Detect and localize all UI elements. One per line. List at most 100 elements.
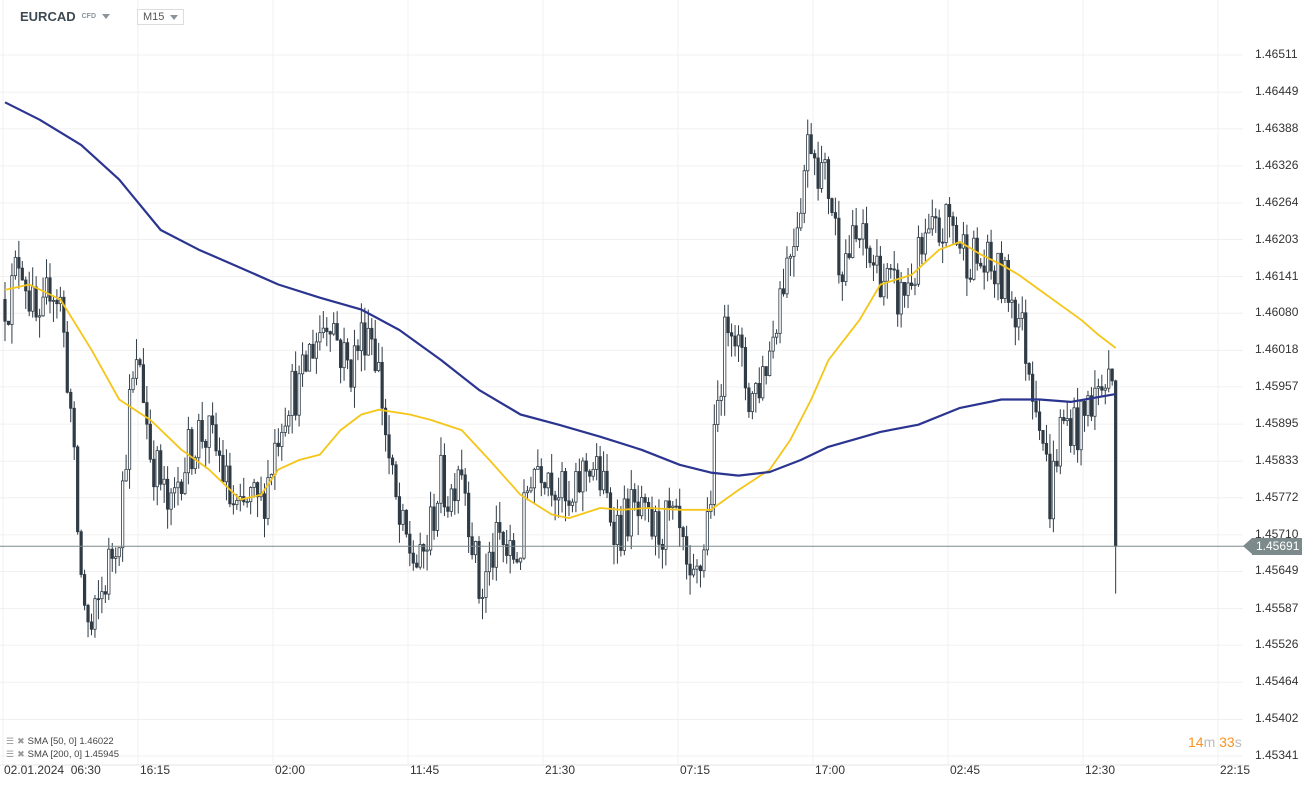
candle-down	[864, 223, 869, 249]
candle-down	[657, 511, 661, 545]
time-tick-label: 02:00	[275, 763, 306, 777]
candle-up	[377, 361, 381, 372]
candle-up	[640, 497, 644, 517]
candle-down	[138, 359, 142, 366]
candle-up	[1072, 407, 1076, 446]
candle-up	[861, 223, 865, 240]
symbol-selector[interactable]: EURCAD CFD	[20, 9, 111, 24]
candle-up	[712, 424, 716, 505]
price-tick-label: 1.45341	[1255, 748, 1299, 762]
candle-timer: 14m 33s	[1188, 734, 1242, 750]
candle-up	[121, 480, 125, 549]
candle-up	[197, 420, 201, 459]
candle-up	[622, 498, 626, 551]
candle-down	[1076, 407, 1080, 451]
candle-down	[397, 496, 402, 525]
indicator-legend: ☰ ✖ SMA [50, 0] 1.46022 ☰ ✖ SMA [200, 0]…	[6, 735, 119, 761]
price-tick-label: 1.45649	[1255, 563, 1299, 578]
candle-up	[1065, 418, 1069, 422]
candle-down	[328, 331, 332, 335]
price-tick-label: 1.46449	[1255, 84, 1299, 99]
candle-up	[664, 500, 668, 550]
candle-up	[107, 548, 111, 595]
candle-up	[435, 502, 440, 531]
candle-up	[778, 288, 782, 334]
candle-down	[1114, 380, 1118, 547]
settings-icon[interactable]: ☰	[6, 736, 15, 746]
candle-down	[563, 471, 568, 502]
price-tick-label: 1.45526	[1255, 637, 1299, 652]
price-tick-label: 1.46080	[1255, 305, 1299, 320]
candle-down	[920, 237, 924, 255]
candle-down	[65, 331, 69, 393]
candle-up	[1093, 387, 1097, 417]
candle-up	[1086, 395, 1090, 416]
candle-down	[892, 268, 896, 271]
candle-down	[453, 488, 457, 502]
candle-down	[415, 562, 419, 568]
candle-down	[304, 354, 308, 372]
candle-up	[546, 472, 550, 489]
time-tick-label: 12:30	[1085, 763, 1116, 777]
candle-down	[854, 225, 858, 240]
candle-down	[740, 334, 744, 348]
candle-up	[249, 487, 253, 503]
candle-down	[1100, 386, 1104, 391]
settings-icon[interactable]: ☰	[6, 749, 15, 759]
candle-down	[55, 299, 59, 305]
candle-up	[560, 471, 564, 499]
close-icon[interactable]: ✖	[17, 736, 25, 746]
candle-down	[937, 217, 941, 243]
candle-up	[761, 366, 765, 399]
candle-up	[522, 492, 526, 559]
timeframe-selector[interactable]: M15	[137, 9, 185, 25]
candle-up	[38, 315, 42, 318]
time-tick-label: 11:45	[410, 763, 440, 777]
candle-up	[428, 506, 433, 551]
candle-down	[363, 322, 367, 356]
candle-up	[518, 557, 523, 563]
candle-up	[1103, 387, 1107, 391]
candle-up	[750, 393, 754, 413]
candle-down	[491, 551, 495, 568]
sma-200-line	[4, 101, 1116, 477]
candle-down	[89, 621, 94, 630]
candle-up	[425, 549, 429, 552]
candle-up	[819, 162, 824, 189]
candle-down	[733, 335, 737, 347]
candle-up	[307, 343, 312, 372]
candle-down	[1034, 400, 1038, 413]
candle-up	[283, 425, 287, 433]
candle-down	[217, 450, 222, 456]
sma-50-line	[4, 240, 1117, 519]
candle-down	[975, 237, 979, 264]
candle-up	[290, 370, 294, 416]
close-icon[interactable]: ✖	[17, 749, 25, 759]
candle-up	[473, 541, 478, 556]
candle-up	[899, 281, 903, 315]
candle-down	[830, 198, 834, 213]
legend-label: SMA [200, 0] 1.45945	[27, 749, 119, 760]
candle-down	[951, 216, 955, 226]
candle-down	[612, 521, 616, 545]
candle-down	[816, 157, 820, 189]
candle-down	[262, 493, 267, 519]
candle-down	[667, 500, 671, 508]
candle-down	[1006, 260, 1011, 303]
candle-up	[736, 334, 741, 347]
candle-down	[947, 204, 952, 218]
candle-down	[982, 265, 986, 273]
candle-up	[823, 159, 827, 164]
candle-up	[702, 549, 706, 572]
candle-down	[422, 544, 426, 552]
candle-up	[456, 469, 460, 502]
candle-down	[69, 391, 73, 409]
candle-down	[965, 234, 969, 279]
candle-down	[512, 540, 516, 560]
candle-up	[418, 544, 422, 568]
candle-down	[539, 466, 543, 484]
candle-down	[1037, 411, 1042, 431]
candle-down	[214, 424, 218, 452]
candle-up	[574, 471, 578, 503]
